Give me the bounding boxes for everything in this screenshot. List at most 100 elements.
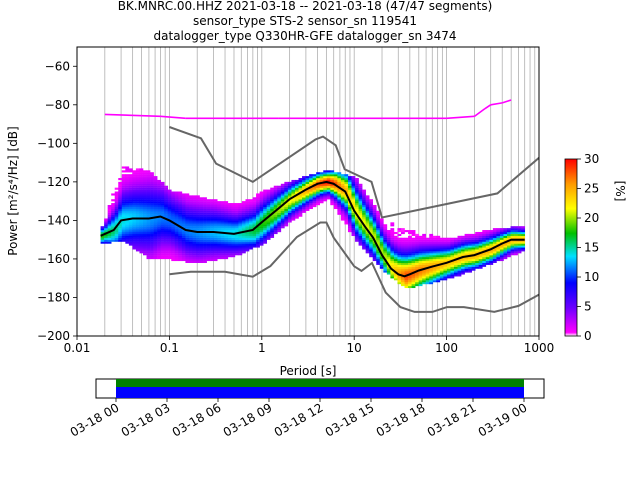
density-cell bbox=[217, 222, 222, 225]
density-cell bbox=[358, 216, 363, 219]
density-cell bbox=[178, 230, 183, 233]
density-cell bbox=[457, 253, 462, 256]
density-cell bbox=[482, 230, 487, 233]
density-cell bbox=[157, 214, 161, 217]
density-cell bbox=[404, 257, 409, 260]
density-cell bbox=[238, 243, 243, 246]
density-cell bbox=[252, 203, 257, 206]
density-cell bbox=[457, 270, 462, 273]
density-cell bbox=[429, 282, 434, 285]
density-cell bbox=[238, 208, 243, 211]
density-cell bbox=[249, 220, 253, 223]
density-cell bbox=[408, 247, 412, 250]
density-cell bbox=[135, 218, 140, 221]
density-cell bbox=[241, 208, 246, 211]
density-cell bbox=[471, 260, 476, 263]
density-cell bbox=[404, 260, 409, 263]
density-cell bbox=[135, 199, 140, 202]
density-cell bbox=[429, 276, 434, 279]
density-cell bbox=[185, 204, 190, 208]
density-cell bbox=[206, 239, 211, 242]
density-cell bbox=[323, 185, 328, 188]
density-cell bbox=[400, 231, 405, 235]
density-cell bbox=[499, 239, 504, 242]
density-cell bbox=[496, 239, 501, 242]
density-cell bbox=[351, 187, 356, 190]
density-cell bbox=[475, 233, 480, 237]
density-cell bbox=[390, 262, 395, 265]
density-cell bbox=[188, 258, 193, 262]
density-cell bbox=[263, 235, 267, 238]
density-cell bbox=[132, 245, 137, 248]
density-cell bbox=[270, 195, 275, 198]
density-cell bbox=[418, 249, 423, 252]
density-cell bbox=[245, 231, 250, 235]
density-cell bbox=[206, 237, 211, 240]
density-cell bbox=[450, 239, 455, 242]
density-cell bbox=[485, 260, 490, 263]
density-cell bbox=[362, 206, 366, 210]
density-cell bbox=[227, 245, 232, 248]
density-cell bbox=[517, 239, 522, 242]
density-cell bbox=[489, 243, 494, 246]
density-cell bbox=[171, 239, 176, 242]
density-cell bbox=[146, 245, 151, 248]
density-cell bbox=[347, 230, 352, 233]
density-cell bbox=[132, 203, 137, 206]
density-cell bbox=[160, 239, 165, 242]
density-cell bbox=[454, 257, 458, 260]
density-cell bbox=[263, 204, 267, 208]
density-cell bbox=[337, 210, 342, 213]
density-cell bbox=[277, 201, 282, 204]
density-cell bbox=[482, 231, 487, 235]
density-cell bbox=[167, 224, 172, 227]
density-cell bbox=[298, 178, 303, 181]
density-cell bbox=[185, 197, 190, 200]
density-cell bbox=[454, 268, 458, 271]
density-cell bbox=[142, 174, 147, 177]
density-cell bbox=[365, 235, 370, 238]
density-cell bbox=[408, 270, 412, 273]
density-cell bbox=[404, 282, 409, 285]
density-cell bbox=[404, 239, 409, 242]
density-cell bbox=[252, 199, 257, 202]
density-cell bbox=[408, 239, 412, 242]
density-cell bbox=[128, 195, 133, 198]
density-cell bbox=[121, 235, 126, 238]
density-cell bbox=[181, 239, 186, 242]
density-cell bbox=[266, 210, 271, 213]
density-cell bbox=[429, 257, 434, 260]
density-cell bbox=[298, 201, 303, 204]
density-cell bbox=[415, 260, 419, 263]
density-cell bbox=[298, 204, 303, 208]
density-cell bbox=[471, 257, 476, 260]
density-cell bbox=[422, 276, 427, 279]
density-cell bbox=[245, 228, 250, 231]
density-cell bbox=[429, 274, 434, 277]
density-cell bbox=[390, 222, 395, 225]
density-cell bbox=[358, 235, 363, 238]
density-cell bbox=[309, 203, 313, 206]
density-cell bbox=[139, 178, 144, 181]
density-cell bbox=[485, 235, 490, 238]
density-cell bbox=[468, 233, 472, 237]
density-cell bbox=[372, 235, 377, 238]
colorbar-gradient bbox=[564, 158, 578, 337]
density-cell bbox=[128, 243, 133, 246]
density-cell bbox=[478, 233, 483, 237]
density-cell bbox=[422, 262, 427, 265]
density-cell bbox=[135, 189, 140, 192]
density-cell bbox=[404, 253, 409, 256]
density-cell bbox=[446, 276, 451, 279]
density-cell bbox=[478, 241, 483, 244]
density-cell bbox=[160, 199, 165, 202]
density-cell bbox=[135, 191, 140, 194]
density-cell bbox=[220, 228, 225, 231]
density-cell bbox=[263, 233, 267, 237]
density-cell bbox=[171, 216, 176, 219]
density-cell bbox=[192, 243, 197, 246]
density-cell bbox=[418, 276, 423, 279]
density-cell bbox=[174, 241, 179, 244]
density-cell bbox=[188, 247, 193, 250]
